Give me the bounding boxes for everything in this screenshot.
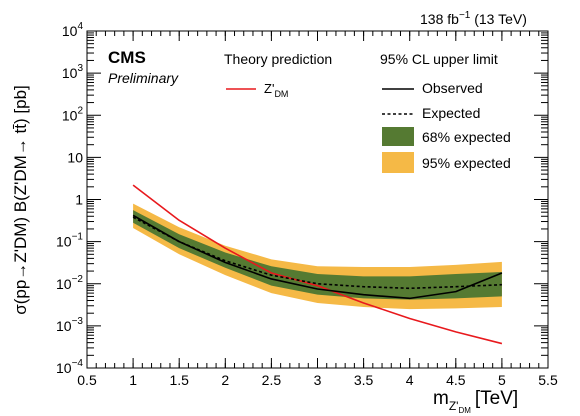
legend-band95-label: 95% expected	[422, 155, 511, 171]
y-tick-label: 104	[62, 21, 84, 39]
legend-limit-header: 95% CL upper limit	[380, 51, 498, 67]
band-1	[133, 210, 502, 300]
y-axis-title: σ(pp→Z'DM) B(Z'DM→ tt̄) [pb]	[11, 85, 30, 315]
series-theory	[132, 184, 503, 345]
y-tick-exponent: 2	[77, 105, 83, 116]
y-tick-base: 10	[56, 360, 72, 376]
legend-theory-entry-sub: DM	[274, 89, 288, 99]
x-axis-title-main: m	[433, 388, 449, 409]
legend-band95-swatch	[382, 152, 414, 173]
y-tick-label: 10−4	[56, 358, 83, 376]
y-tick-base: 10	[56, 318, 72, 334]
legend-band68-label: 68% expected	[422, 129, 511, 145]
y-tick-label: 103	[62, 63, 84, 81]
x-tick-label: 4	[406, 372, 414, 388]
y-tick-base: 10	[62, 65, 78, 81]
y-tick-exponent: −4	[72, 358, 84, 369]
x-tick-label: 3.5	[354, 372, 374, 388]
x-tick-label: 1	[129, 372, 137, 388]
legend-theory-entry: Z'DM	[264, 81, 288, 99]
y-tick-exponent: −2	[72, 274, 84, 285]
energy-label: (13 TeV)	[470, 11, 527, 27]
y-tick-label: 10−1	[56, 232, 83, 250]
y-tick-base: 10	[62, 107, 78, 123]
y-tick-label: 10−2	[56, 274, 83, 292]
limit-lines	[132, 184, 503, 345]
x-tick-label: 2.5	[262, 372, 282, 388]
y-tick-label: 102	[62, 105, 84, 123]
x-tick-label: 2	[221, 372, 229, 388]
x-axis-title: mZ'DM [TeV]	[433, 388, 518, 415]
x-axis-title-unit: [TeV]	[475, 388, 518, 409]
x-axis-title-subsub: DM	[458, 406, 471, 415]
legend-theory-header: Theory prediction	[224, 51, 332, 67]
y-tick-exponent: 3	[77, 63, 83, 74]
lumi-label: 138 fb−1 (13 TeV)	[420, 10, 527, 27]
legend-band68-swatch	[382, 127, 414, 146]
cms-sublabel: Preliminary	[108, 70, 179, 86]
y-tick-exponent: −3	[72, 316, 84, 327]
y-tick-base: 10	[56, 234, 72, 250]
y-tick-exponent: 4	[77, 21, 83, 32]
x-tick-label: 5	[498, 372, 506, 388]
x-axis-ticks: 0.5 1 1.5 2 2.5 3 3.5 4 4.5 5 5.5	[77, 31, 558, 388]
y-tick-base: 10	[56, 276, 72, 292]
y-tick-label: 10	[67, 149, 83, 165]
x-tick-label: 5.5	[538, 372, 558, 388]
lumi-value: 138 fb	[420, 11, 459, 27]
y-tick-exponent: −1	[72, 232, 84, 243]
x-axis-title-sub: Z'	[449, 399, 459, 413]
series-expected	[132, 216, 502, 290]
y-tick-base: 10	[67, 149, 83, 165]
x-tick-label: 4.5	[446, 372, 466, 388]
legend-theory-entry-main: Z'	[264, 81, 274, 96]
cms-label: CMS	[108, 48, 146, 67]
y-tick-base: 1	[75, 192, 83, 208]
y-tick-label: 1	[75, 192, 83, 208]
y-tick-base: 10	[62, 23, 78, 39]
x-tick-label: 0.5	[77, 372, 97, 388]
x-tick-label: 3	[314, 372, 322, 388]
y-tick-label: 10−3	[56, 316, 83, 334]
lumi-exponent: −1	[459, 10, 471, 21]
legend-observed-label: Observed	[422, 80, 483, 96]
x-tick-label: 1.5	[169, 372, 189, 388]
legend-expected-label: Expected	[422, 105, 480, 121]
expected-bands	[133, 203, 502, 310]
series-observed	[132, 214, 503, 300]
